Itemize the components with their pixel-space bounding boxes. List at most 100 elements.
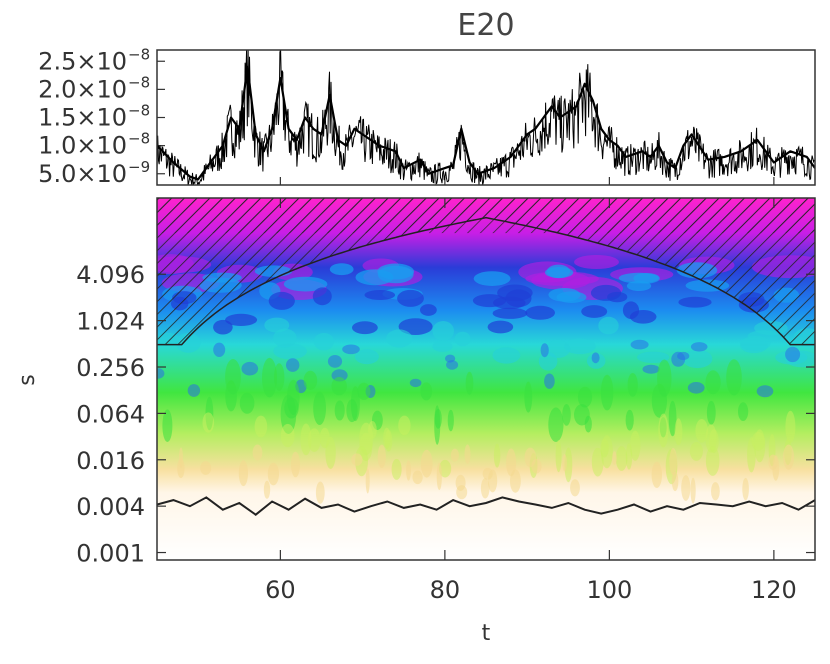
spectrum-blob bbox=[492, 307, 528, 319]
spectrum-blob bbox=[447, 409, 454, 432]
spectrum-blob bbox=[342, 344, 360, 355]
spectrum-blob bbox=[612, 451, 617, 465]
spectrum-blob bbox=[546, 264, 571, 279]
spectrum-blob bbox=[677, 351, 690, 361]
top-y-tick: 2.0×10 −8 bbox=[38, 73, 165, 103]
spectrum-blob bbox=[329, 263, 354, 276]
spectrum-blob bbox=[254, 415, 268, 438]
spectrum-blob bbox=[364, 290, 396, 300]
spectrum-blob bbox=[785, 346, 801, 363]
top-y-tick-exponent: −8 bbox=[128, 73, 150, 91]
spectrum-blob bbox=[412, 470, 423, 485]
bottom-x-tick-label: 120 bbox=[751, 576, 797, 604]
top-y-tick: 2.5×10 −8 bbox=[38, 45, 165, 75]
bottom-y-ticks: 4.096 1.024 0.256 0.064 0.016 0.004 0.001 bbox=[76, 261, 815, 568]
spectrum-blob bbox=[607, 291, 628, 303]
top-y-ticks: 2.5×10 −82.0×10 −81.5×10 −81.0×10 −85.0×10 −9 bbox=[38, 45, 775, 188]
spectrum-blob bbox=[162, 409, 173, 443]
coi-top-hatch bbox=[157, 198, 815, 234]
spectrum-blob bbox=[524, 447, 537, 468]
spectrum-blob bbox=[287, 379, 300, 415]
bottom-y-tick-label: 4.096 bbox=[76, 261, 145, 289]
spectrum-blob bbox=[200, 461, 212, 475]
spectrum-blob bbox=[562, 454, 567, 472]
top-series-noise bbox=[157, 50, 815, 185]
spectrum-blob bbox=[591, 352, 600, 364]
spectrum-blob bbox=[562, 404, 571, 426]
spectrum-blob bbox=[548, 407, 564, 443]
spectrum-blob bbox=[668, 400, 677, 437]
spectrum-blob bbox=[473, 271, 511, 286]
spectrum-blob bbox=[629, 310, 657, 324]
bottom-y-tick: 1.024 bbox=[76, 308, 815, 336]
spectrum-blob bbox=[202, 412, 215, 433]
spectrum-blob bbox=[681, 475, 691, 501]
bottom-y-tick: 0.064 bbox=[76, 400, 815, 428]
spectrum-blob bbox=[436, 462, 442, 491]
top-panel-frame bbox=[156, 49, 816, 186]
bottom-x-tick-label: 80 bbox=[430, 576, 461, 604]
spectrum-blob bbox=[312, 287, 332, 306]
spectrum-blob bbox=[313, 333, 334, 351]
spectrum-blob bbox=[598, 316, 619, 335]
spectrum-blob bbox=[264, 317, 290, 333]
spectrum-blob bbox=[642, 364, 660, 374]
spectrum-blob bbox=[540, 343, 549, 358]
top-panel: 2.5×10 −82.0×10 −81.5×10 −81.0×10 −85.0×10 −9 bbox=[38, 45, 816, 188]
spectrum-blob bbox=[510, 469, 521, 493]
bottom-x-ticks: 60 80 100 120 bbox=[265, 198, 797, 604]
spectrum-blob bbox=[531, 271, 591, 290]
spectrum-blob bbox=[742, 477, 749, 501]
spectrum-blob bbox=[252, 444, 263, 461]
spectrum-blob bbox=[480, 478, 490, 499]
bottom-y-tick: 4.096 bbox=[76, 261, 815, 289]
spectrum-blob bbox=[492, 347, 521, 364]
top-y-tick: 5.0×10 −9 bbox=[38, 158, 165, 188]
bottom-y-tick: 0.001 bbox=[76, 540, 815, 568]
spectrum-blob bbox=[377, 263, 415, 280]
spectrum-blob bbox=[584, 415, 592, 433]
spectrum-blob bbox=[651, 461, 662, 488]
bottom-x-tick-label: 60 bbox=[265, 576, 296, 604]
top-y-tick-exponent: −9 bbox=[128, 158, 150, 176]
spectrum-blob bbox=[213, 319, 233, 335]
spectrum-blob bbox=[544, 373, 555, 389]
spectrum-blob bbox=[671, 471, 679, 492]
top-y-tick-label: 2.5×10 bbox=[38, 47, 127, 75]
spectrum-blob bbox=[225, 313, 258, 326]
spectrum-blob bbox=[525, 305, 555, 320]
spectrum-blob bbox=[325, 436, 336, 469]
spectrum-blob bbox=[446, 360, 459, 370]
bottom-x-tick: 60 bbox=[265, 198, 296, 604]
spectrum-blob bbox=[280, 423, 295, 448]
spectrum-blob bbox=[472, 294, 507, 308]
spectrum-blob bbox=[705, 424, 717, 453]
spectrum-blob bbox=[291, 451, 300, 478]
spectrum-blob bbox=[538, 352, 558, 371]
spectrum-blob bbox=[263, 480, 271, 499]
bottom-y-tick-label: 1.024 bbox=[76, 308, 145, 336]
x-axis-label: t bbox=[482, 621, 491, 646]
spectrum-blob bbox=[225, 359, 241, 395]
spectrum-blob bbox=[706, 400, 716, 425]
top-y-tick-exponent: −8 bbox=[128, 130, 150, 148]
spectrum-blob bbox=[455, 474, 466, 491]
spectrum-blob bbox=[397, 289, 424, 307]
spectrum-blob bbox=[637, 351, 670, 363]
spectrum-blob bbox=[409, 378, 422, 388]
spectrum-blob bbox=[581, 305, 608, 318]
spectrum-blob bbox=[450, 448, 459, 462]
top-y-tick-exponent: −8 bbox=[128, 102, 150, 120]
spectrum-blob bbox=[177, 458, 185, 478]
spectrum-blob bbox=[678, 296, 712, 308]
spectrum-blob bbox=[157, 368, 165, 379]
bottom-y-tick: 0.016 bbox=[76, 447, 815, 475]
spectrum-blob bbox=[352, 321, 378, 335]
spectrum-blob bbox=[238, 460, 248, 487]
spectrum-blob bbox=[273, 328, 297, 348]
spectrum-blob bbox=[391, 458, 402, 480]
bottom-y-tick-label: 0.001 bbox=[76, 540, 145, 568]
spectrum-blob bbox=[564, 338, 596, 355]
top-y-tick: 1.0×10 −8 bbox=[38, 130, 165, 160]
spectrum-blob bbox=[354, 349, 379, 365]
